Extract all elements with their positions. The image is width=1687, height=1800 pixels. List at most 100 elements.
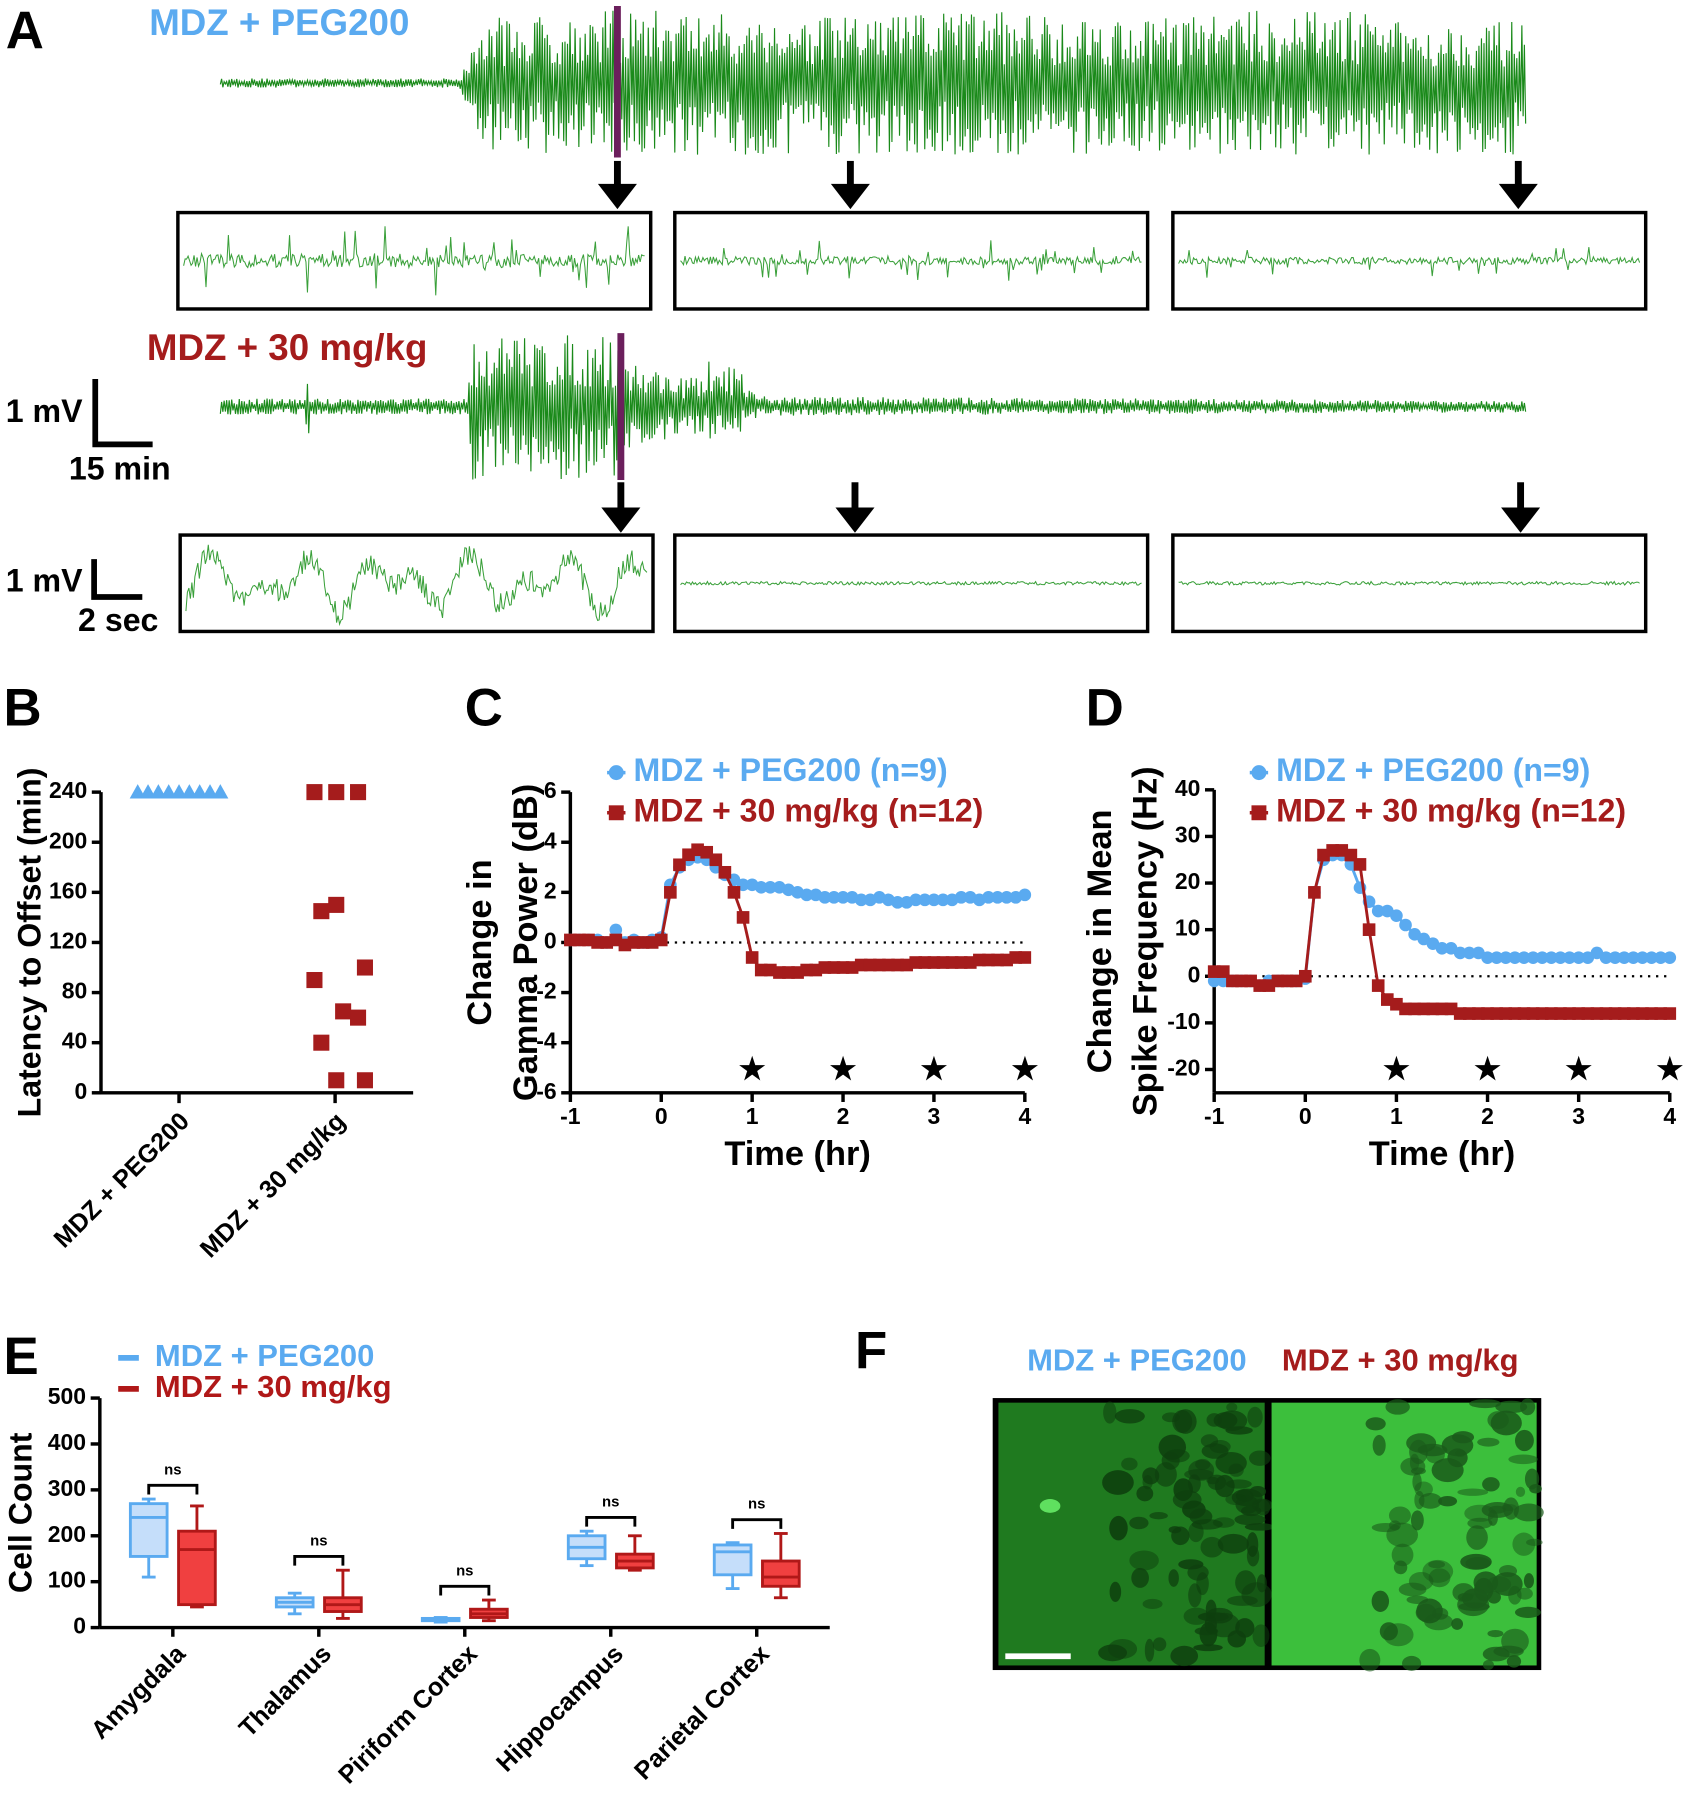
significance-star: ★ [1011,1053,1038,1086]
cell-body [1171,1526,1190,1546]
cell-body [1201,1443,1229,1459]
point [1636,951,1649,964]
cell-body [1457,1592,1473,1602]
y-tick-label: 400 [48,1429,86,1455]
cell-body [1244,1523,1275,1531]
cell-body [1371,1522,1400,1533]
cell-body [1109,1581,1122,1602]
ns-bracket [147,1483,199,1495]
point [1018,951,1032,964]
ns-bracket [439,1584,491,1596]
x-tick-label: Amygdala [86,1639,192,1745]
y-tick-label: 240 [49,777,87,803]
point [1362,923,1376,936]
point [609,923,623,937]
cell-body [1131,1567,1149,1588]
y-axis-label: Cell Count [2,1432,38,1593]
point [1663,951,1677,964]
cell-body [1498,1564,1518,1578]
scale-bar [91,559,143,600]
y-tick-label: 0 [74,1078,87,1104]
arrow-head [830,183,870,210]
point [854,893,868,907]
point [306,972,323,989]
cell-body [1520,1398,1536,1416]
trace-label: MDZ + PEG200 [149,2,409,43]
cell-body [1412,1472,1422,1492]
x-tick-label: 2 [837,1103,850,1129]
point [1526,951,1540,964]
ns-label: ns [748,1497,765,1513]
y-tick-label: 0 [73,1613,86,1639]
ns-bracket [731,1518,783,1529]
point [673,858,686,872]
x-tick-label: 3 [928,1103,941,1129]
point [891,896,904,909]
cell-body [1109,1515,1128,1541]
point [991,891,1004,904]
point [764,881,777,894]
x-tick-label: MDZ + 30 mg/kg [195,1107,351,1263]
cell-body [1188,1459,1215,1481]
point [927,893,941,907]
scale-time: 15 min [69,450,171,486]
cell-body [1144,1638,1155,1662]
cell-body [1409,1439,1428,1465]
cell-body [1514,1606,1541,1618]
point [313,903,330,920]
x-tick-label: 0 [655,1103,668,1129]
legend-label: MDZ + 30 mg/kg [155,1369,392,1404]
cell-body [1482,1646,1510,1662]
y-tick-label: 300 [48,1475,86,1501]
x-tick-label: 1 [746,1103,759,1129]
panel-label: F [855,1321,887,1380]
cell-body [1206,1476,1219,1485]
point [1399,918,1412,932]
cell-body [1469,1399,1502,1409]
cell-body [1107,1639,1138,1659]
y-tick-label: -10 [1167,1008,1200,1034]
box [712,1543,753,1577]
point [727,886,741,899]
series-line [570,848,1025,974]
point [982,891,995,904]
legend-label: MDZ + 30 mg/kg (n=12) [633,792,983,828]
cell-body [1512,1532,1536,1556]
cell-body [1529,1484,1542,1494]
point [1499,951,1513,964]
cell-body [1487,1509,1498,1526]
ns-label: ns [602,1494,619,1510]
point [160,784,177,799]
cell-body [1482,1477,1500,1492]
y-tick-label: 40 [62,1028,88,1054]
point [150,784,167,799]
cell-body [1438,1495,1458,1507]
y-tick-label: -4 [536,1028,557,1054]
arrow-head [601,507,641,533]
y-axis-label: Spike Frequency (Hz) [1127,766,1165,1116]
cell-body [1225,1479,1252,1489]
point [836,891,850,904]
point [654,933,668,947]
inset-trace [183,226,645,296]
cell-body [1170,1645,1199,1667]
x-tick-label: Thalamus [234,1640,337,1743]
cell-body [1464,1504,1496,1522]
point [1298,969,1312,983]
image-label: MDZ + PEG200 [1027,1343,1246,1378]
point [1554,951,1567,964]
point [1508,951,1522,964]
cell-body [1206,1607,1233,1624]
y-tick-label: 20 [1175,868,1201,894]
cell-body [1227,1595,1258,1606]
point [1435,941,1449,955]
cell-body [1465,1557,1491,1570]
cell-body [1411,1467,1426,1475]
cell-body [1129,1550,1159,1571]
cell-body [1514,1429,1534,1452]
point [140,784,157,799]
x-tick-label: Piriform Cortex [333,1640,483,1790]
cell-body [1213,1412,1238,1429]
y-tick-label: 200 [49,827,87,853]
